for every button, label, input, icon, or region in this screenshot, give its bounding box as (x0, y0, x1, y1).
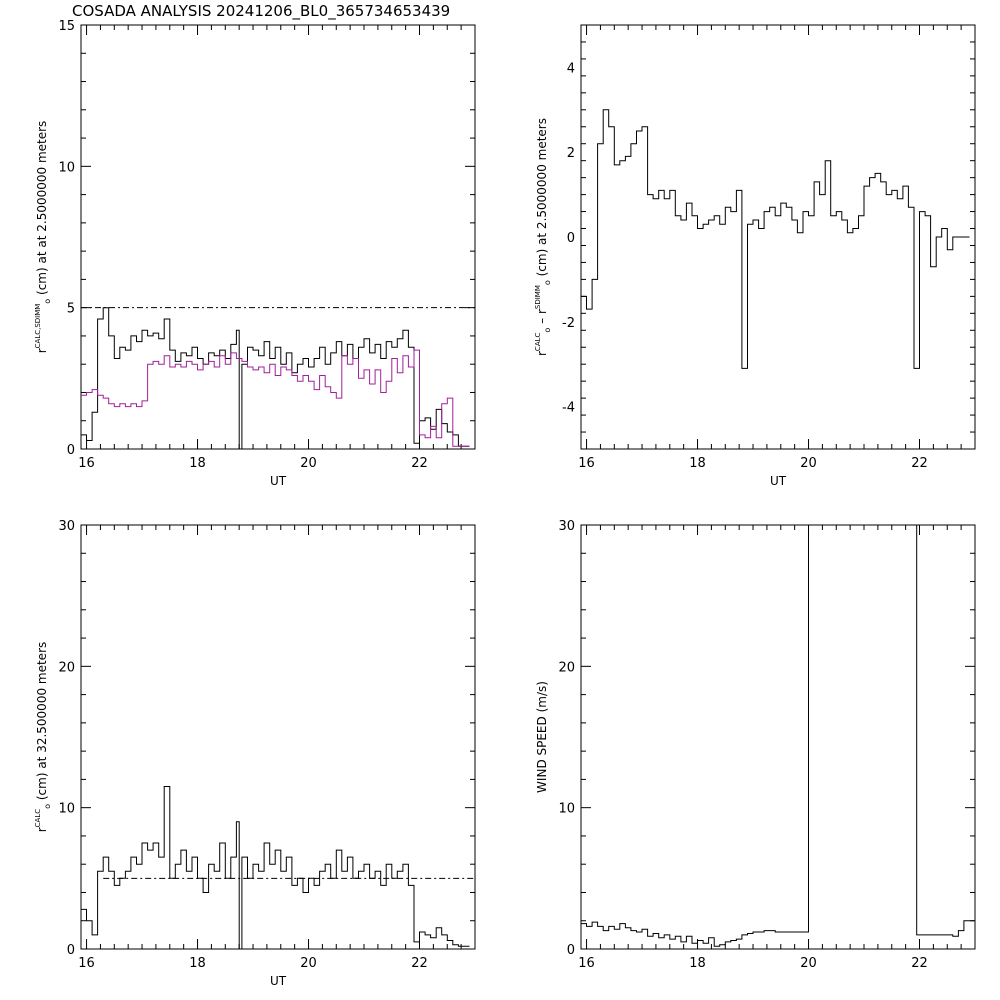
x-tick-label: 20 (800, 956, 817, 971)
x-tick-label: 22 (911, 956, 928, 971)
x-tick-label: 20 (300, 956, 317, 971)
y-axis-label-sup: SDIMM (534, 285, 542, 309)
y-tick-label: 0 (67, 443, 75, 458)
y-tick-label: 0 (567, 231, 575, 246)
y-axis-label: rCALC,SDIMMo (cm) at at 2.5000000 meters (34, 121, 52, 354)
y-axis-label-text: WIND SPEED (m/s) (535, 681, 549, 793)
y-axis-label-sub: o (43, 804, 52, 809)
y-tick-label: 30 (558, 519, 575, 534)
x-tick-label: 20 (800, 456, 817, 471)
y-tick-label: 2 (567, 146, 575, 161)
plot-frame (80, 524, 476, 950)
x-tick-label: 22 (411, 956, 428, 971)
y-tick-label: 30 (58, 519, 75, 534)
data-series-line-0 (81, 786, 470, 949)
y-tick-label: 10 (558, 802, 575, 817)
y-axis-label-sup: CALC (34, 809, 42, 828)
y-axis-label-text: (cm) at at 2.5000000 meters (35, 121, 49, 299)
y-tick-label: -4 (562, 401, 575, 416)
x-tick-label: 22 (411, 456, 428, 471)
page-title: COSADA ANALYSIS 20241206_BL0_36573465343… (72, 2, 451, 20)
x-tick-label: 18 (689, 456, 706, 471)
x-tick-label: 16 (78, 956, 95, 971)
plot-frame (580, 24, 976, 450)
data-series-line-1 (81, 349, 470, 447)
y-axis-label-sup: CALC (534, 332, 542, 351)
y-tick-label: 4 (567, 61, 575, 76)
data-series-line-0 (581, 525, 975, 947)
y-axis-label-dash: – (535, 314, 549, 328)
y-axis-label-sub: o (543, 280, 552, 285)
y-axis-label: rCALCo (cm) at 32.500000 meters (34, 642, 52, 833)
y-axis-label: WIND SPEED (m/s) (535, 681, 549, 793)
y-tick-label: 20 (558, 660, 575, 675)
panel-bottom-right: 16 18 20 22 0 10 20 30 WIND SPEED (m/s) (535, 519, 976, 971)
y-tick-label: 10 (58, 160, 75, 175)
x-axis-label: UT (270, 474, 287, 488)
y-axis-label: rCALCo – rSDIMMo (cm) at 2.5000000 meter… (534, 118, 552, 356)
x-axis-label: UT (270, 974, 287, 988)
x-tick-label: 18 (689, 956, 706, 971)
y-axis-label-r: r (535, 351, 549, 356)
y-axis-label-text: (cm) at 2.5000000 meters (535, 118, 549, 280)
y-axis-label-r: r (35, 348, 49, 353)
x-tick-label: 16 (578, 956, 595, 971)
data-series-line-0 (81, 307, 470, 449)
y-axis-label-text: (cm) at 32.500000 meters (35, 642, 49, 804)
plot-frame (580, 524, 976, 950)
x-tick-label: 16 (78, 456, 95, 471)
y-tick-label: 0 (67, 943, 75, 958)
data-series-line-0 (581, 109, 970, 369)
x-tick-label: 18 (189, 956, 206, 971)
y-axis-label-sup: CALC,SDIMM (34, 304, 42, 349)
y-axis-label-r: r (535, 309, 549, 314)
y-tick-label: 15 (58, 19, 75, 34)
y-axis-label-r: r (35, 827, 49, 832)
x-tick-label: 18 (189, 456, 206, 471)
x-tick-label: 22 (911, 456, 928, 471)
x-axis-label: UT (770, 474, 787, 488)
y-axis-label-sub: o (543, 328, 552, 333)
y-tick-label: 5 (67, 302, 75, 317)
y-tick-label: -2 (562, 316, 575, 331)
x-tick-label: 16 (578, 456, 595, 471)
y-tick-label: 0 (567, 943, 575, 958)
x-tick-label: 20 (300, 456, 317, 471)
y-tick-label: 10 (58, 802, 75, 817)
plot-frame (80, 24, 476, 450)
panel-top-left: 16 18 20 22 0 5 10 15 UT rCALC,SDIMMo (cm) at at … (34, 19, 476, 488)
y-axis-label-sub: o (43, 299, 52, 304)
panel-bottom-left: 16 18 20 22 0 10 20 30 UT rCALCo (cm) at 32.50000… (34, 519, 476, 988)
y-tick-label: 20 (58, 660, 75, 675)
